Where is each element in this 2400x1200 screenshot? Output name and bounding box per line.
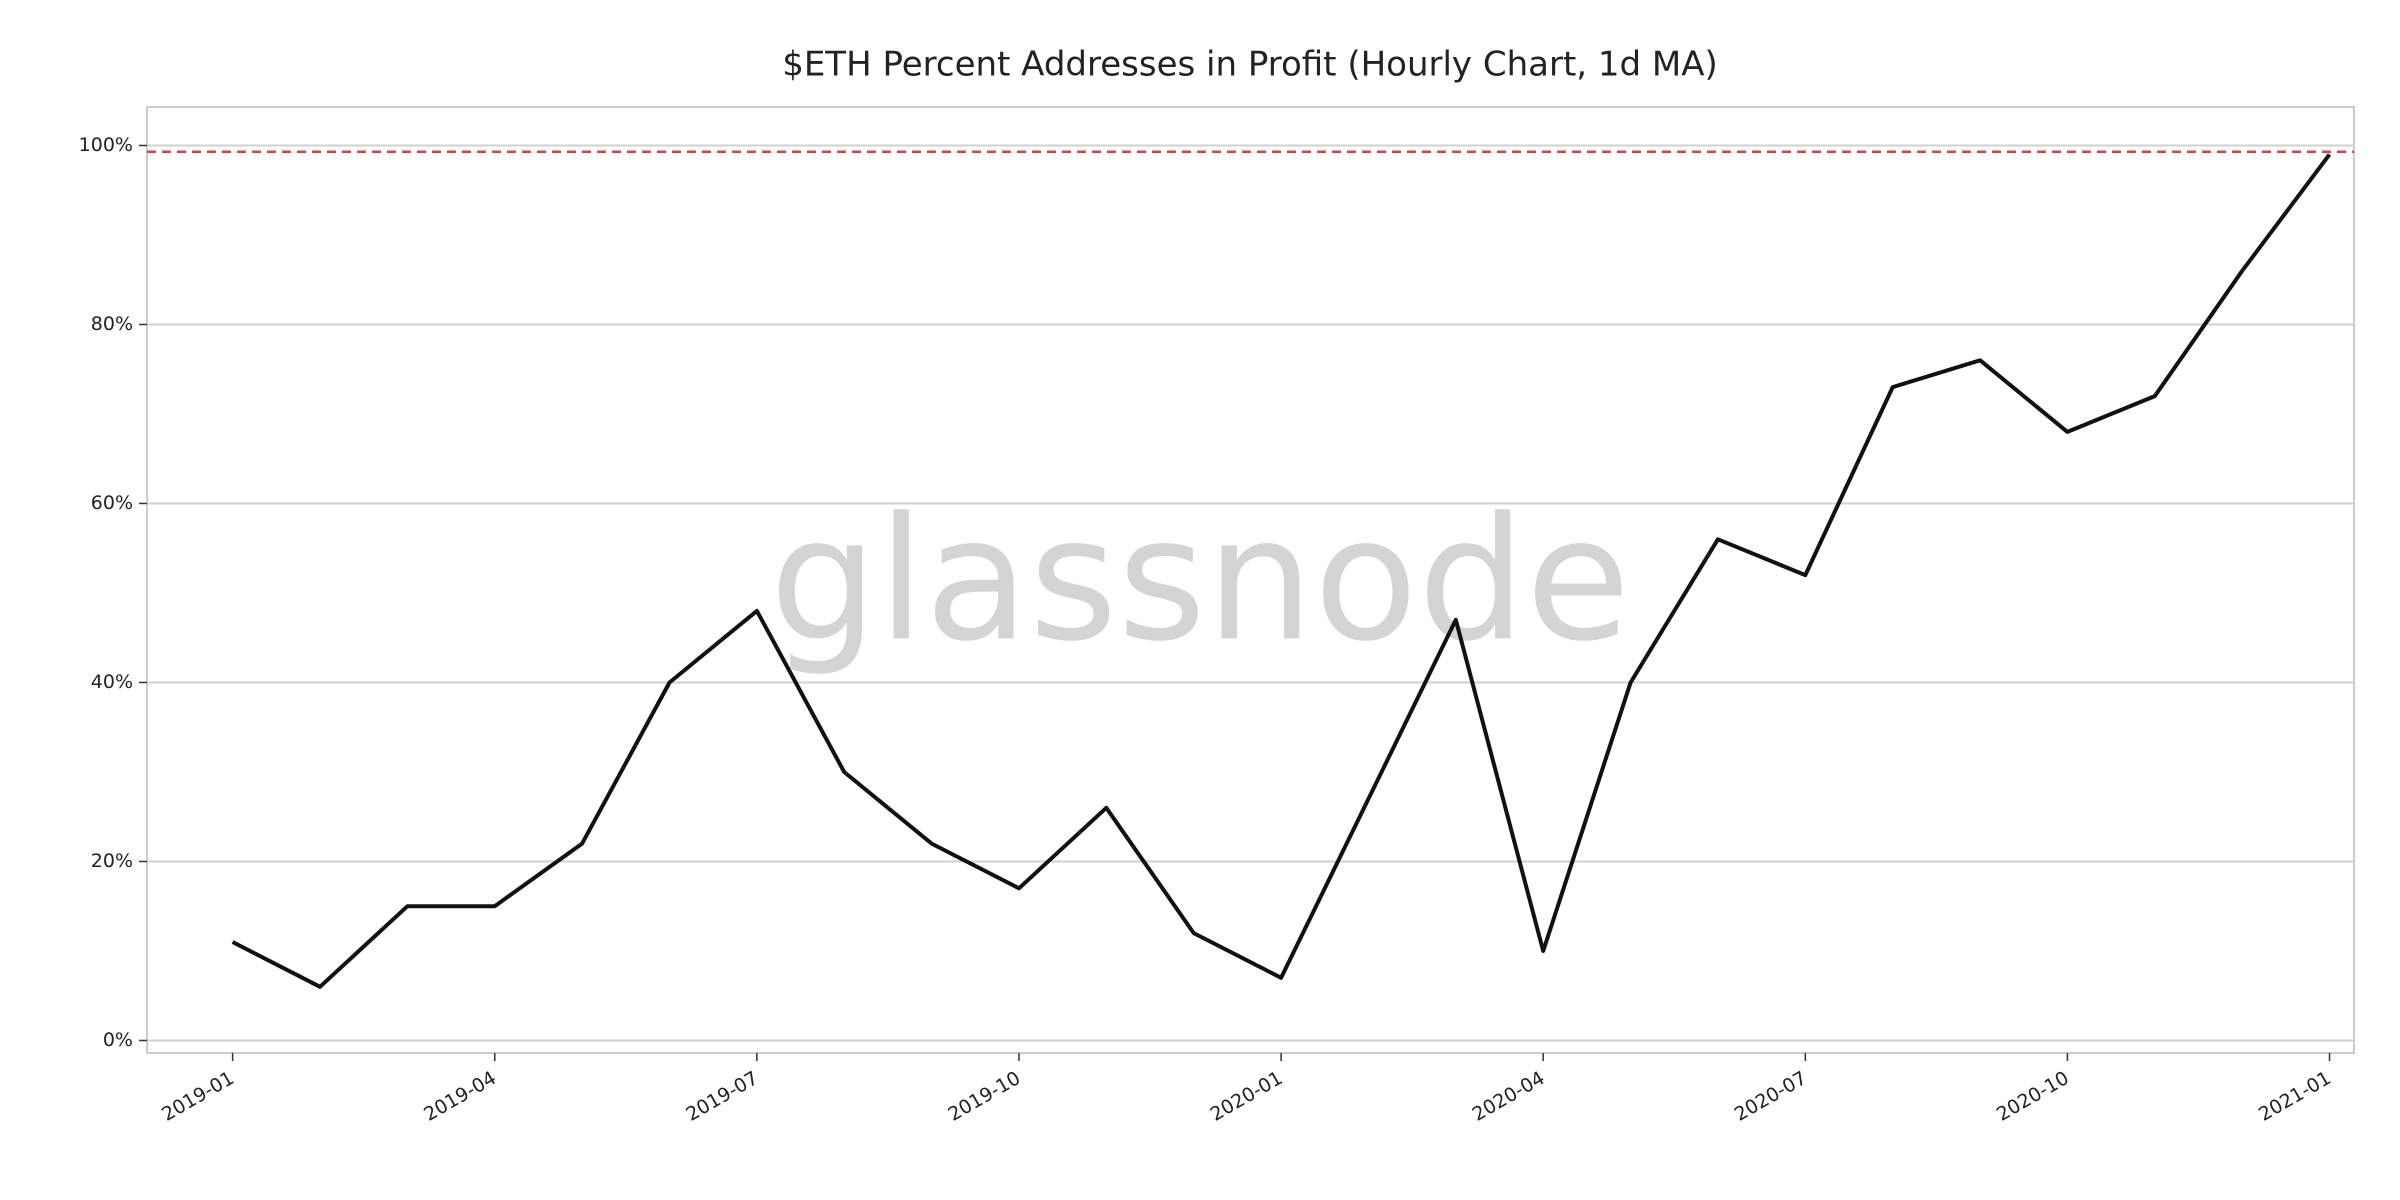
x-tick-label: 2020-07 bbox=[1731, 1067, 1811, 1126]
x-tick-label: 2020-04 bbox=[1469, 1067, 1549, 1126]
y-tick-label: 60% bbox=[91, 492, 133, 514]
watermark: glassnode bbox=[770, 481, 1631, 679]
chart-title: $ETH Percent Addresses in Profit (Hourly… bbox=[782, 45, 1718, 85]
x-tick-label: 2020-10 bbox=[1993, 1067, 2073, 1126]
x-tick-label: 2020-01 bbox=[1207, 1067, 1287, 1126]
y-tick-label: 0% bbox=[103, 1029, 133, 1051]
y-tick-label: 40% bbox=[91, 671, 133, 693]
x-tick-label: 2019-04 bbox=[420, 1067, 500, 1126]
y-tick-label: 80% bbox=[91, 313, 133, 335]
y-tick-label: 100% bbox=[79, 134, 133, 156]
x-tick-label: 2021-01 bbox=[2255, 1067, 2335, 1126]
x-tick-label: 2019-07 bbox=[682, 1067, 762, 1126]
x-tick-label: 2019-01 bbox=[158, 1067, 238, 1126]
plot-frame bbox=[146, 106, 2355, 1054]
x-tick-label: 2019-10 bbox=[944, 1067, 1024, 1126]
data-line bbox=[231, 153, 2332, 989]
y-tick-label: 20% bbox=[91, 850, 133, 872]
